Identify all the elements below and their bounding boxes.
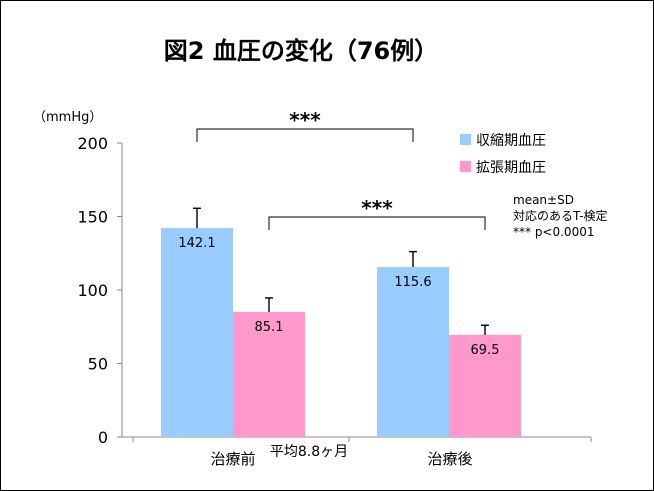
x-tick-label: 治療前 bbox=[210, 450, 255, 468]
data-label: 69.5 bbox=[471, 343, 500, 358]
data-labels: 142.1 115.6 85.1 69.5 bbox=[178, 236, 499, 358]
significance-bracket bbox=[268, 216, 486, 230]
bar-0-0 bbox=[161, 228, 233, 437]
note-pvalue: *** p<0.0001 bbox=[513, 225, 594, 239]
y-tick-label: 150 bbox=[77, 208, 108, 227]
significance-label: *** bbox=[361, 196, 393, 220]
y-tick-label: 50 bbox=[88, 355, 108, 374]
y-tick-label: 200 bbox=[77, 134, 108, 153]
significance-brackets: *** *** bbox=[196, 108, 486, 230]
x-tick-labels: 治療前 治療後 bbox=[210, 450, 472, 468]
significance-label: *** bbox=[289, 108, 321, 132]
legend-swatch bbox=[460, 161, 471, 172]
bars bbox=[161, 228, 521, 437]
bar-0-1 bbox=[233, 311, 305, 437]
y-tick-label: 0 bbox=[98, 428, 108, 447]
data-label: 85.1 bbox=[255, 320, 284, 335]
legend-label: 拡張期血圧 bbox=[476, 160, 546, 176]
note-test: 対応のあるT-検定 bbox=[513, 208, 608, 223]
chart-title: 図2 血圧の変化（76例） bbox=[164, 37, 438, 65]
data-label: 142.1 bbox=[178, 236, 215, 251]
note-mean-sd: mean±SD bbox=[513, 193, 574, 207]
significance-bracket bbox=[196, 128, 414, 142]
x-tick-label: 治療後 bbox=[427, 450, 472, 468]
stats-notes: mean±SD 対応のあるT-検定 *** p<0.0001 bbox=[513, 193, 608, 239]
y-tick-label: 100 bbox=[77, 281, 108, 300]
error-bars bbox=[193, 207, 489, 335]
data-label: 115.6 bbox=[394, 275, 431, 290]
bar-1-0 bbox=[377, 267, 449, 437]
x-note: 平均8.8ヶ月 bbox=[270, 444, 348, 460]
bar-1-1 bbox=[449, 334, 521, 437]
legend-swatch bbox=[460, 134, 471, 145]
legend-label: 収縮期血圧 bbox=[476, 133, 546, 149]
y-unit-label: （mmHg） bbox=[33, 110, 102, 125]
